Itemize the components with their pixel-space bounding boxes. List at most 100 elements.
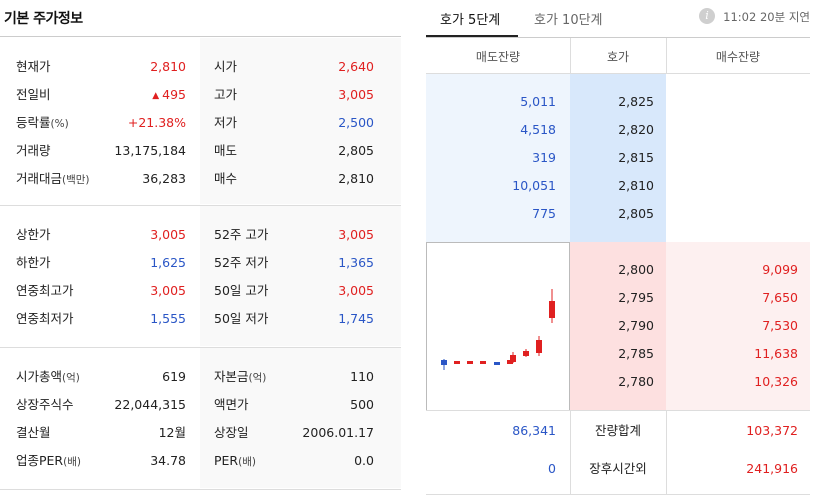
info-value: 1,365 xyxy=(338,255,374,270)
info-label-text: 52주 고가 xyxy=(214,227,269,242)
info-value-text: 12월 xyxy=(158,425,186,440)
info-label: 연중최고가 xyxy=(16,277,74,305)
ask-qty: 775 xyxy=(532,206,556,221)
info-label: 매수 xyxy=(214,165,237,193)
basic-stock-info-panel: 기본 주가정보 현재가 2,810 시가 2,640 전일비 ▲ 495 고가 3,005 등락률… xyxy=(0,0,401,497)
info-label-text: 거래량 xyxy=(16,143,51,158)
summary-label: 장후시간외 xyxy=(589,461,647,476)
bid-row: 2,785 11,638 xyxy=(426,340,810,368)
info-label: 시가 xyxy=(214,53,237,81)
mini-candle-chart xyxy=(426,242,570,411)
info-label-text: 거래대금 xyxy=(16,171,63,186)
tab-10-levels[interactable]: 호가 10단계 xyxy=(534,13,603,28)
bid-price[interactable]: 2,785 xyxy=(618,346,654,361)
info-label: PER(배) xyxy=(214,447,256,476)
ask-price[interactable]: 2,810 xyxy=(618,178,654,193)
ask-price-zone xyxy=(570,74,666,242)
bid-zone xyxy=(666,242,810,410)
info-row: 등락률(%) +21.38% 저가 2,500 xyxy=(0,109,401,137)
info-label: 매도 xyxy=(214,137,237,165)
info-label-text: 시가총액 xyxy=(16,369,63,384)
info-value: +21.38% xyxy=(128,109,186,137)
tab-5-levels[interactable]: 호가 5단계 xyxy=(440,13,501,28)
info-label: 상한가 xyxy=(16,221,51,249)
info-label-text: 현재가 xyxy=(16,59,51,74)
header-price: 호가 xyxy=(606,50,630,64)
info-label-text: 50일 고가 xyxy=(214,283,269,298)
header-ask-qty: 매도잔량 xyxy=(475,50,521,64)
candle-body-red xyxy=(467,361,473,364)
summary-ask: 0 xyxy=(548,461,556,476)
info-label-unit: (%) xyxy=(50,118,69,130)
info-value: 3,005 xyxy=(338,283,374,298)
ask-price[interactable]: 2,815 xyxy=(618,150,654,165)
info-value: 2,805 xyxy=(338,143,374,158)
ask-qty: 10,051 xyxy=(512,178,556,193)
info-label-text: 상장일 xyxy=(214,425,249,440)
ask-price[interactable]: 2,820 xyxy=(618,122,654,137)
section-divider xyxy=(0,489,401,490)
panel-title: 기본 주가정보 xyxy=(4,11,83,27)
info-value: 2,640 xyxy=(338,59,374,74)
info-value-text: 1,625 xyxy=(150,255,186,270)
info-label-text: 고가 xyxy=(214,87,238,102)
candle-body-red xyxy=(510,355,516,362)
info-label: 자본금(억) xyxy=(214,363,266,392)
ask-price[interactable]: 2,805 xyxy=(618,206,654,221)
info-row: 상장주식수 22,044,315 액면가 500 xyxy=(0,391,401,419)
active-tab-indicator xyxy=(426,35,518,37)
info-row: 거래대금(백만) 36,283 매수 2,810 xyxy=(0,165,401,193)
info-value: 2,500 xyxy=(338,115,374,130)
candle-body-red xyxy=(536,340,542,353)
section-divider xyxy=(0,347,401,348)
info-row: 상한가 3,005 52주 고가 3,005 xyxy=(0,221,401,249)
info-icon[interactable]: i xyxy=(699,8,715,24)
info-value: 3,005 xyxy=(338,87,374,102)
info-label: 시가총액(억) xyxy=(16,363,80,392)
ask-price[interactable]: 2,825 xyxy=(618,94,654,109)
info-value: 36,283 xyxy=(142,165,186,193)
bid-price[interactable]: 2,780 xyxy=(618,374,654,389)
company-section: 시가총액(억) 619 자본금(억) 110 상장주식수 22,044,315 액면가 500… xyxy=(0,348,401,488)
info-label: 거래량 xyxy=(16,137,51,165)
info-value: ▲ 495 xyxy=(152,81,186,110)
orderbook-header: 매도잔량 호가 매수잔량 xyxy=(426,38,810,74)
candle-body-red xyxy=(549,301,555,318)
info-value: 1,745 xyxy=(338,311,374,326)
info-value: 3,005 xyxy=(150,221,186,249)
info-value-text: 3,005 xyxy=(150,283,186,298)
summary-ask: 86,341 xyxy=(512,423,556,438)
bid-qty: 7,530 xyxy=(762,318,798,333)
section-divider xyxy=(0,205,401,206)
info-label: 52주 저가 xyxy=(214,249,268,277)
info-value: 110 xyxy=(350,369,374,384)
ask-qty: 319 xyxy=(532,150,556,165)
up-triangle-icon: ▲ xyxy=(152,91,160,101)
info-label: 상장주식수 xyxy=(16,391,74,419)
summary-bid: 241,916 xyxy=(746,461,798,476)
info-value: 619 xyxy=(162,363,186,391)
info-row: 연중최고가 3,005 50일 고가 3,005 xyxy=(0,277,401,305)
bid-row: 2,790 7,530 xyxy=(426,312,810,340)
info-label: 연중최저가 xyxy=(16,305,74,333)
info-label: 업종PER(배) xyxy=(16,447,81,476)
candle-body-blue xyxy=(494,362,500,365)
info-value: 22,044,315 xyxy=(114,391,186,419)
info-row: 연중최저가 1,555 50일 저가 1,745 xyxy=(0,305,401,333)
bid-row: 2,800 9,099 xyxy=(426,256,810,284)
bid-qty: 11,638 xyxy=(754,346,798,361)
price-section: 현재가 2,810 시가 2,640 전일비 ▲ 495 고가 3,005 등락률(%) +21.3… xyxy=(0,38,401,204)
candle-body-red xyxy=(454,361,460,364)
info-value: 3,005 xyxy=(338,227,374,242)
bid-qty: 9,099 xyxy=(762,262,798,277)
bid-price[interactable]: 2,790 xyxy=(618,318,654,333)
bid-price[interactable]: 2,800 xyxy=(618,262,654,277)
info-value-text: 2,810 xyxy=(150,59,186,74)
range-section: 상한가 3,005 52주 고가 3,005 하한가 1,625 52주 저가 1,365 연중… xyxy=(0,206,401,346)
bid-price[interactable]: 2,795 xyxy=(618,290,654,305)
info-label: 등락률(%) xyxy=(16,109,69,138)
info-row: 결산월 12월 상장일 2006.01.17 xyxy=(0,419,401,447)
delay-notice: 11:02 20분 지연 xyxy=(723,10,810,24)
summary-row: 86,341 잔량합계 103,372 xyxy=(426,417,810,445)
info-label-text: 하한가 xyxy=(16,255,51,270)
